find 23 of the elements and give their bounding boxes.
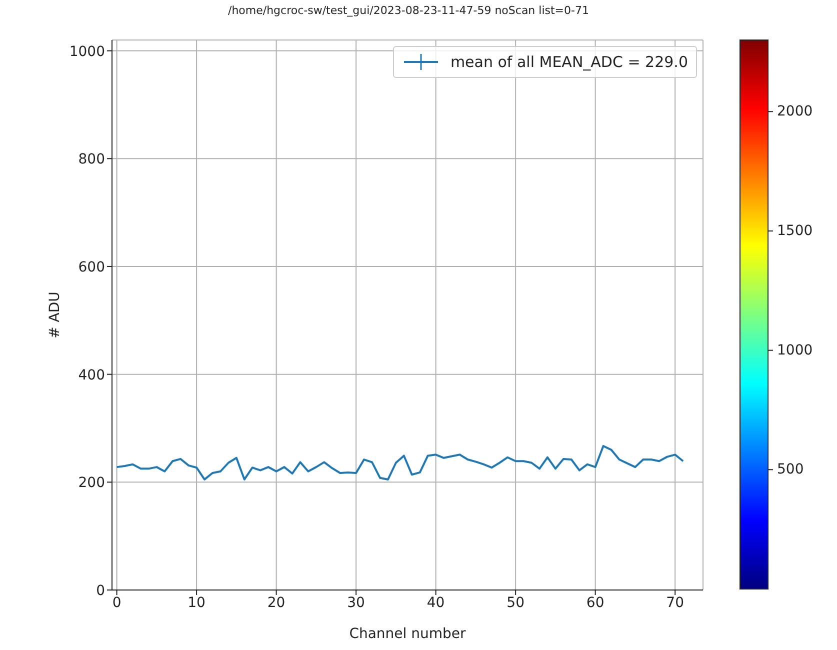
x-tick-label: 20 — [267, 594, 286, 611]
y-tick-label: 200 — [78, 475, 105, 492]
color-bar-label: 1000 — [777, 342, 813, 358]
y-tick-label: 600 — [78, 259, 105, 276]
y-tick-label: 400 — [78, 367, 105, 384]
color-bar-label: 1500 — [777, 222, 813, 239]
y-tick-label: 0 — [96, 582, 105, 599]
chart-title: /home/hgcroc-sw/test_gui/2023-08-23-11-47-59 noScan list=0-71 — [226, 4, 590, 17]
x-axis-title: Channel number — [349, 626, 466, 642]
legend-label: mean of all MEAN_ADC = 229.0 — [450, 53, 688, 71]
color-bar-label: 2000 — [777, 104, 813, 120]
line-series — [116, 445, 684, 480]
x-tick-label: 70 — [666, 594, 684, 611]
y-axis-title: # ADU — [46, 292, 63, 338]
y-tick-label: 800 — [78, 152, 105, 168]
x-tick-label: 50 — [506, 594, 524, 611]
x-tick-label: 0 — [112, 594, 122, 611]
x-tick-label: 30 — [347, 594, 365, 611]
color-bar-label: 500 — [777, 462, 804, 478]
x-tick-label: 60 — [586, 594, 604, 611]
x-tick-label: 40 — [426, 594, 445, 611]
y-tick-label: 1000 — [69, 44, 105, 60]
x-tick-label: 10 — [188, 594, 206, 611]
